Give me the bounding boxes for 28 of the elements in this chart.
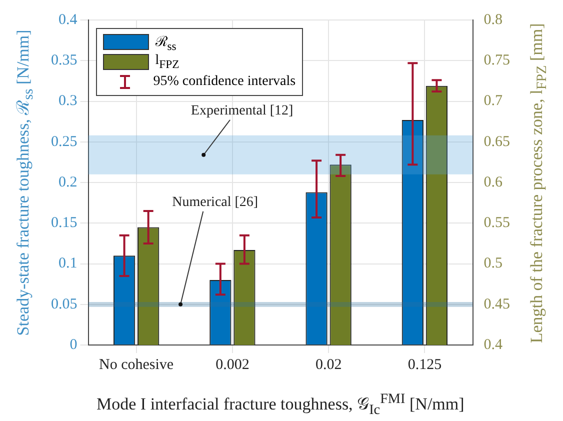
x-axis-title: Mode I interfacial fracture toughness, 𝒢$_{Ic}$$^{FMI}$ [N/mm] (96, 391, 464, 420)
y2-tick-label: 0.5 (484, 256, 502, 272)
y-tick-label: 0.25 (51, 134, 78, 150)
y-tick-label: 0.15 (51, 215, 78, 232)
x-tick-label: 0.002 (216, 356, 250, 373)
y2-tick-label: 0.6 (484, 174, 503, 190)
x-tick-label: 0.125 (408, 356, 442, 373)
y-tick-label: 0.2 (58, 174, 78, 190)
y-tick-label: 0.05 (51, 296, 78, 312)
y2-tick-label: 0.45 (484, 296, 510, 312)
y2-tick-label: 0.75 (484, 52, 510, 69)
y-tick-label: 0.35 (51, 52, 78, 69)
annotation: 95% confidence intervals (153, 74, 296, 90)
y-tick-label: 0.1 (58, 256, 78, 272)
band-label: Experimental [12] (190, 104, 294, 119)
legend-label: ℛ$_{ss}$ (155, 34, 176, 53)
y-tick-label: 0.3 (58, 93, 78, 110)
x-tick-label: 0.02 (315, 356, 342, 373)
x-tick-label: No cohesive (99, 356, 174, 373)
y2-tick-label: 0.65 (484, 134, 510, 150)
y2-tick-label: 0.55 (484, 215, 510, 232)
legend-label: l$_{FPZ}$ (155, 53, 180, 71)
band-label: Numerical [26] (172, 195, 258, 210)
y-tick-label: 0 (70, 336, 78, 353)
y2-tick-label: 0.7 (484, 93, 503, 110)
y2-tick-label: 0.8 (484, 12, 502, 28)
y-tick-label: 0.4 (58, 12, 78, 28)
y2-tick-label: 0.4 (484, 336, 503, 353)
